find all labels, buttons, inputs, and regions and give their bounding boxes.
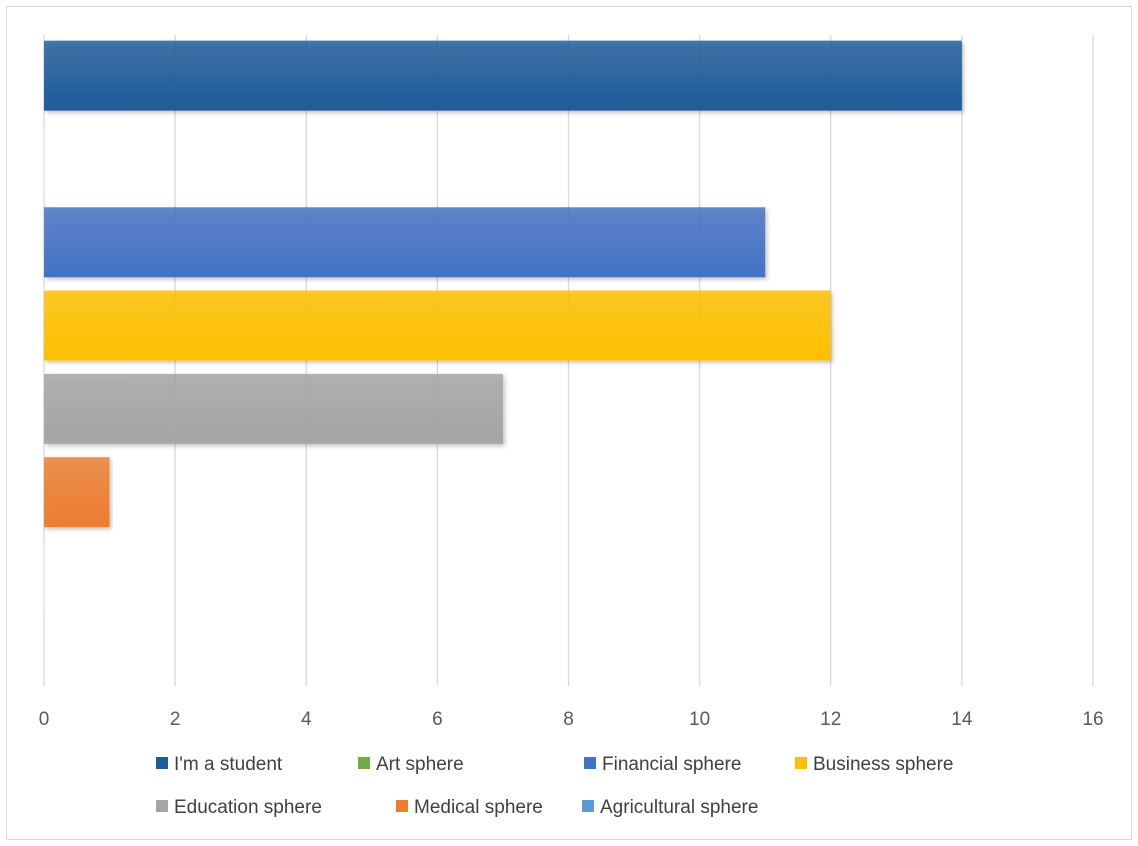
legend-item-medical-sphere: Medical sphere <box>396 797 543 818</box>
bar-financial-sphere <box>44 207 766 278</box>
legend-label: Agricultural sphere <box>600 797 758 818</box>
bar-medical-sphere <box>44 457 110 528</box>
legend-swatch <box>396 800 408 812</box>
legend-label: Medical sphere <box>414 797 543 818</box>
bar-i-m-a-student <box>44 40 962 111</box>
legend-item-education-sphere: Education sphere <box>156 797 322 818</box>
x-tick-labels: 0 2 4 6 8 10 12 14 16 <box>39 709 1104 730</box>
x-tick-label: 16 <box>1082 709 1103 730</box>
bar-agricultural-sphere <box>44 540 46 611</box>
legend-swatch <box>358 757 370 769</box>
legend-swatch <box>584 757 596 769</box>
legend-label: Education sphere <box>174 797 322 818</box>
legend-item-art-sphere: Art sphere <box>358 754 464 775</box>
legend-label: Art sphere <box>376 754 464 775</box>
bars <box>44 40 962 611</box>
legend-swatch <box>795 757 807 769</box>
legend-swatch <box>156 800 168 812</box>
bar-art-sphere <box>44 123 46 194</box>
bar-business-sphere <box>44 290 831 361</box>
legend-label: I'm a student <box>174 754 283 775</box>
legend-label: Business sphere <box>813 754 953 775</box>
x-tick-label: 4 <box>301 709 312 730</box>
legend-label: Financial sphere <box>602 754 741 775</box>
legend-swatch <box>582 800 594 812</box>
legend-swatch <box>156 757 168 769</box>
x-tick-label: 0 <box>39 709 50 730</box>
legend-item-financial-sphere: Financial sphere <box>584 754 741 775</box>
legend: I'm a student Art sphere Financial sphere B… <box>156 754 953 818</box>
x-tick-label: 10 <box>689 709 710 730</box>
x-tick-label: 14 <box>951 709 973 730</box>
bar-education-sphere <box>44 373 503 444</box>
legend-item-i-m-a-student: I'm a student <box>156 754 283 775</box>
x-tick-label: 8 <box>563 709 574 730</box>
x-tick-label: 2 <box>170 709 181 730</box>
legend-item-agricultural-sphere: Agricultural sphere <box>582 797 758 818</box>
x-tick-label: 12 <box>820 709 841 730</box>
x-tick-label: 6 <box>432 709 443 730</box>
legend-item-business-sphere: Business sphere <box>795 754 953 775</box>
